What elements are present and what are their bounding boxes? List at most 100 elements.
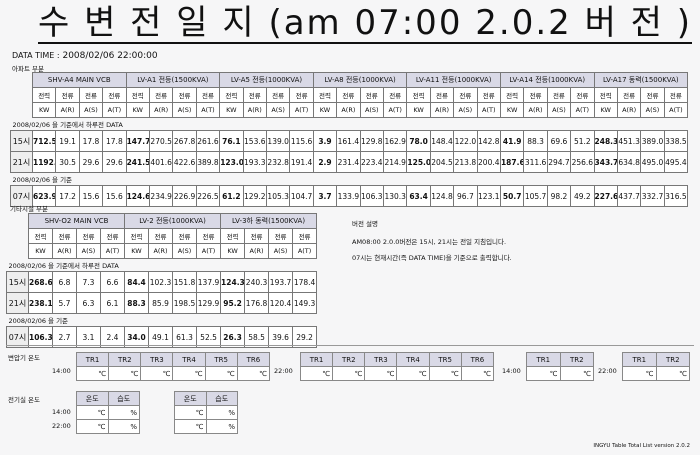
unit-cell: KW	[220, 243, 246, 259]
value-cell: 316.5	[663, 185, 689, 207]
value-cell: 623.9	[31, 185, 57, 207]
box-header: 습도	[205, 391, 238, 406]
unit-cell: A(T)	[382, 102, 408, 118]
row-label: 15시	[10, 130, 33, 152]
unit-cell: KW	[124, 243, 150, 259]
box-cell: ℃	[174, 405, 207, 420]
unit-cell: KW	[125, 102, 150, 118]
value-cell: 149.3	[292, 292, 318, 314]
subheader-cell: 전류	[268, 228, 294, 244]
unit-cell: A(S)	[76, 243, 101, 259]
value-cell: 6.8	[52, 271, 77, 293]
value-cell: 187.6	[499, 151, 525, 173]
group-header: LV-A11 전등(1000KVA)	[406, 72, 501, 88]
group-header: SHV-O2 MAIN VCB	[27, 213, 126, 229]
row-label: 15시	[6, 271, 29, 293]
box-header-row: TR1 TR2 TR3 TR4 TR5 TR6	[299, 352, 495, 367]
unit-cell: A(S)	[172, 102, 197, 118]
box-cell: ℃	[526, 366, 561, 381]
value-cell: 332.7	[640, 185, 665, 207]
subheader-cell: 전류	[242, 87, 267, 103]
box-header: TR6	[236, 352, 271, 367]
box-header-row: TR1 TR2	[526, 352, 594, 367]
value-cell: 133.9	[336, 185, 361, 207]
unit-cell: A(S)	[640, 102, 665, 118]
value-cell: 29.2	[292, 326, 318, 348]
value-cell: 214.9	[382, 151, 408, 173]
box-row: ℃%	[76, 405, 140, 420]
value-cell: 204.5	[429, 151, 455, 173]
value-cell: 125.0	[406, 151, 431, 173]
unit-cell: A(R)	[52, 243, 77, 259]
value-cell: 227.6	[593, 185, 618, 207]
group-header: LV-A1 전등(1500KVA)	[125, 72, 221, 88]
box-cell: ℃	[172, 366, 206, 381]
box-cell: ℃	[76, 419, 109, 434]
value-cell: 49.2	[570, 185, 595, 207]
data-row: 07시 106.3 2.7 3.1 2.4 34.0 49.1 61.3 52.5 26.3 58.…	[6, 326, 318, 348]
box-header: TR2	[108, 352, 142, 367]
box-header: 온도	[76, 391, 109, 406]
box-cell: ℃	[140, 366, 174, 381]
version-info-line1: AM08:00 2.0.0버전은 15시, 21시는 전일 지침입니다.	[352, 238, 507, 246]
value-cell: 198.5	[172, 292, 198, 314]
subheader-cell: 전류	[99, 228, 126, 244]
value-cell: 98.2	[546, 185, 572, 207]
subheader-row: 전력 전류 전류 전류 전력 전류 전류 전류 전력 전류 전류 전류	[7, 228, 318, 244]
value-cell: 401.6	[148, 151, 174, 173]
value-cell: 129.9	[196, 292, 222, 314]
box-header: TR3	[364, 352, 398, 367]
unit-cell: A(R)	[429, 102, 455, 118]
value-cell: 124.6	[125, 185, 150, 207]
value-cell: 84.4	[124, 271, 150, 293]
group-header: LV-3하 동력(1500KVA)	[220, 213, 318, 229]
value-cell: 7.3	[76, 271, 101, 293]
group-header: LV-A5 전등(1000KVA)	[219, 72, 314, 88]
box-cell: ℃	[204, 366, 238, 381]
value-cell: 3.7	[312, 185, 338, 207]
box-header-row: TR1 TR2 TR3 TR4 TR5 TR6	[75, 352, 271, 367]
subheader-row: 전력 전류 전류 전류 전력 전류 전류 전류 전력 전류 전류 전류 전력 전류 전류 전류 전력 전류 전류 전류…	[11, 87, 689, 103]
subheader-cell: 전력	[593, 87, 618, 103]
value-cell: 69.6	[546, 130, 572, 152]
box-cell: ℃	[460, 366, 495, 381]
transformer-time-4: 22:00	[598, 367, 617, 375]
value-cell: 34.0	[124, 326, 150, 348]
box-header: 온도	[174, 391, 207, 406]
group-header: LV-2 전등(1000KVA)	[124, 213, 222, 229]
unit-cell: A(T)	[292, 243, 318, 259]
value-cell: 104.7	[289, 185, 314, 207]
transformer-time-1: 14:00	[52, 367, 71, 375]
unit-row: KW A(R) A(S) A(T) KW A(R) A(S) A(T) KW A(R) A(S) A(…	[7, 243, 318, 259]
data-time-value: 2008/02/06 22:00:00	[62, 51, 158, 61]
row-label: 07시	[10, 185, 33, 207]
value-cell: 30.5	[55, 151, 80, 173]
subheader-cell: 전류	[546, 87, 572, 103]
value-cell: 389.0	[640, 130, 665, 152]
value-cell: 2.7	[52, 326, 77, 348]
box-cell: ℃	[75, 366, 110, 381]
value-cell: 17.8	[102, 130, 127, 152]
box-header-row: TR1 TR2	[622, 352, 690, 367]
unit-cell: A(S)	[265, 102, 291, 118]
value-cell: 234.9	[148, 185, 174, 207]
box-header: TR5	[428, 352, 462, 367]
unit-cell: KW	[312, 102, 338, 118]
value-cell: 29.6	[102, 151, 127, 173]
group-header: LV-A14 전등(1000KVA)	[499, 72, 595, 88]
subheader-cell: 전류	[570, 87, 595, 103]
value-cell: 115.6	[289, 130, 314, 152]
elec-room-time-2: 22:00	[52, 422, 71, 430]
value-cell: 232.8	[265, 151, 291, 173]
version-info-line2: 07시는 현재시간(즉 DATA TIME)을 기준으로 출력합니다.	[352, 254, 512, 262]
box-header: TR3	[140, 352, 174, 367]
value-cell: 200.4	[476, 151, 501, 173]
unit-cell: A(S)	[268, 243, 294, 259]
value-cell: 1192.7	[31, 151, 57, 173]
value-cell: 343.7	[593, 151, 618, 173]
unit-cell: A(T)	[289, 102, 314, 118]
subheader-cell: 전류	[102, 87, 127, 103]
version-info-title: 버전 설명	[352, 220, 378, 228]
value-cell: 6.3	[76, 292, 101, 314]
value-cell: 105.3	[265, 185, 291, 207]
